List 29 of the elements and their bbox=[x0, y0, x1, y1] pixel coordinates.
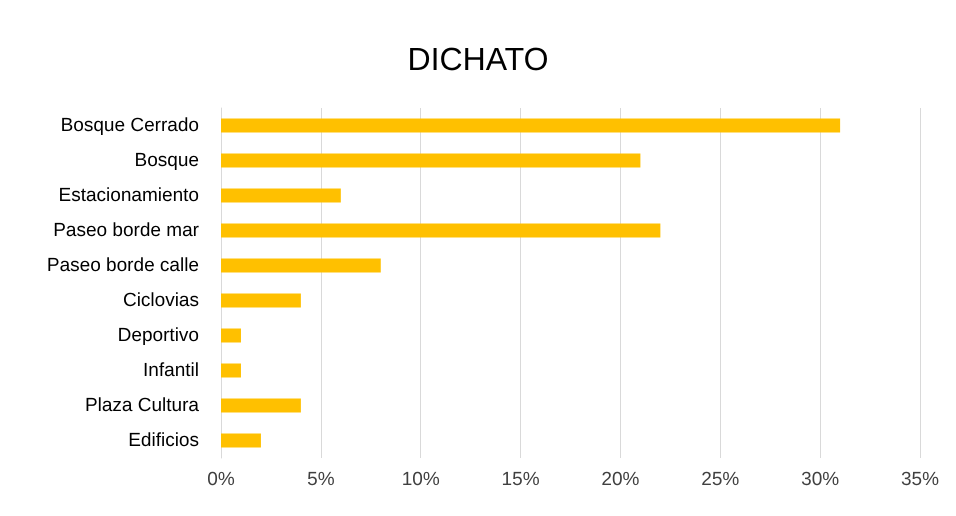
x-tick-label: 15% bbox=[502, 469, 540, 490]
x-tick-label: 35% bbox=[900, 469, 940, 490]
y-tick-label: Ciclovias bbox=[122, 290, 199, 311]
bar bbox=[221, 328, 241, 342]
bar bbox=[221, 364, 241, 378]
bar bbox=[221, 258, 381, 272]
x-tick-label: 30% bbox=[801, 469, 840, 490]
y-tick-label: Bosque Cerrado bbox=[60, 115, 199, 136]
bar bbox=[221, 118, 840, 132]
bar bbox=[221, 188, 341, 202]
bar bbox=[221, 398, 301, 412]
y-tick-label: Paseo borde calle bbox=[46, 255, 199, 276]
x-tick-label: 25% bbox=[701, 469, 740, 490]
bar bbox=[221, 224, 660, 238]
y-tick-label: Infantil bbox=[143, 360, 199, 381]
x-tick-label: 0% bbox=[207, 469, 235, 490]
y-tick-label: Edificios bbox=[128, 430, 199, 451]
y-tick-label: Plaza Cultura bbox=[84, 395, 200, 416]
bar bbox=[221, 154, 640, 168]
bar bbox=[221, 434, 261, 448]
y-tick-label: Bosque bbox=[134, 150, 199, 171]
chart-title: DICHATO bbox=[407, 41, 549, 77]
y-tick-label: Paseo borde mar bbox=[53, 220, 200, 241]
x-tick-label: 10% bbox=[402, 469, 440, 490]
x-tick-label: 20% bbox=[601, 469, 640, 490]
y-tick-label: Deportivo bbox=[118, 325, 199, 346]
y-tick-label: Estacionamiento bbox=[58, 185, 199, 206]
x-tick-label: 5% bbox=[307, 469, 335, 490]
bar bbox=[221, 294, 301, 308]
